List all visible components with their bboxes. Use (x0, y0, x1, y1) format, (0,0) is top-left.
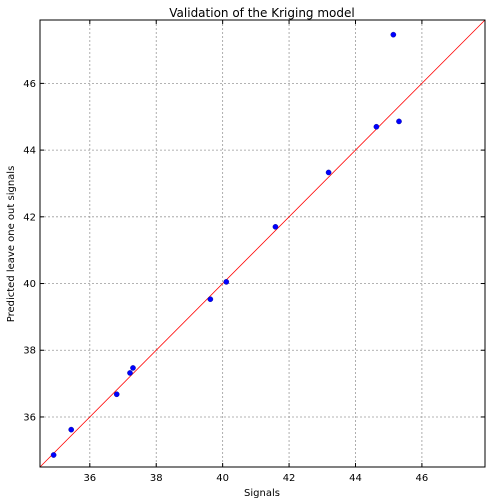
reference-line-y-equals-x (39, 19, 486, 468)
data-point (207, 296, 214, 303)
x-tick-label: 42 (283, 473, 296, 484)
reference-line-layer (39, 19, 486, 468)
x-tick-label: 46 (416, 473, 429, 484)
data-point (223, 279, 230, 285)
plot-area (39, 19, 486, 468)
data-point (113, 391, 120, 398)
grid-lines (40, 20, 485, 467)
x-tick-label: 38 (150, 473, 163, 484)
data-point (68, 426, 75, 433)
data-point (130, 365, 136, 371)
y-tick-label: 44 (23, 146, 36, 157)
plot-frame (39, 19, 486, 468)
x-tick-label: 36 (83, 473, 96, 484)
data-point (390, 31, 397, 38)
data-point (127, 370, 133, 376)
y-tick-label: 40 (23, 279, 36, 290)
data-point (325, 169, 332, 176)
y-tick-label: 46 (23, 79, 36, 90)
data-point (396, 118, 402, 125)
y-tick-label: 42 (23, 212, 36, 223)
x-axis-tick-labels: 36 38 40 42 44 46 (83, 473, 428, 484)
chart-title: Validation of the Kriging model (169, 6, 354, 20)
axis-ticks (40, 20, 485, 467)
x-tick-label: 40 (216, 473, 229, 484)
x-axis-label: Signals (244, 488, 280, 499)
data-point (373, 123, 380, 130)
y-axis-label: Predicted leave one out signals (6, 166, 17, 323)
data-point (272, 224, 279, 230)
y-axis-tick-labels: 36 38 40 42 44 46 (23, 79, 36, 424)
data-point (50, 452, 57, 458)
y-tick-label: 38 (23, 346, 36, 357)
y-tick-label: 36 (23, 412, 36, 423)
data-points (50, 31, 402, 458)
x-tick-label: 44 (349, 473, 362, 484)
